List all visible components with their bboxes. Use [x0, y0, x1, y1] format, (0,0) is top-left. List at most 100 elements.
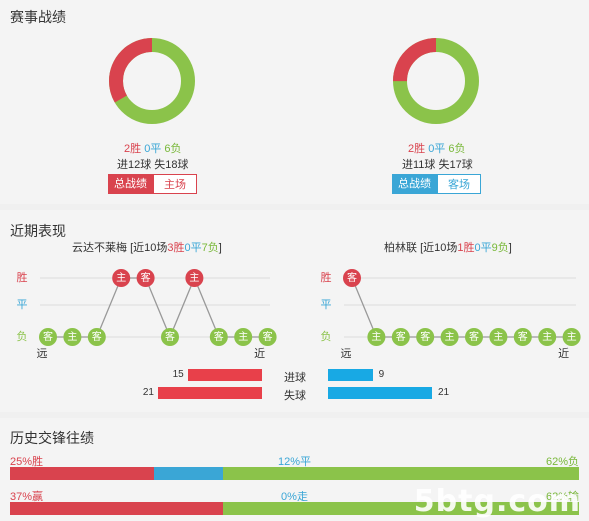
h2h-left-label: 37%赢 [10, 491, 44, 503]
stat-bar-left [187, 369, 262, 381]
legend-loss-label: 负 [17, 329, 28, 343]
venue-label: 客 [92, 330, 102, 343]
form-chart: 胜平负客主客主 客客主客主客远 近胜平负客主客客主客主客主主远近 [17, 269, 581, 360]
summary-losses: 9负 [491, 242, 509, 254]
legend-draw-label: 平 [17, 299, 28, 311]
result-marker [161, 328, 179, 346]
result-marker [416, 328, 435, 346]
summary-pre: [近10场 [130, 242, 168, 254]
h2h-mid-label: 12%平 [277, 456, 312, 468]
venue-label: 主 [445, 331, 455, 343]
venue-label: 主 [116, 272, 126, 284]
form-line [48, 276, 268, 339]
goals-team2: 进11球 失17球 [402, 159, 473, 171]
h2h-right-label: 62%输 [545, 491, 579, 503]
h2h-bar-draw [153, 467, 223, 480]
venue-label: 主 [567, 331, 577, 343]
result-marker [489, 328, 508, 346]
record-panel: 赛事战绩 2胜 0平 6负 进12球 失18球 总战绩 主场 2胜 0平 6负 … [0, 0, 589, 204]
h2h-bar-win [10, 467, 154, 480]
draws: 0平 [428, 143, 446, 155]
total-record-button[interactable]: 总战绩 [108, 174, 153, 194]
wins: 2胜 [408, 143, 426, 155]
section-title: 历史交锋往绩 [10, 430, 94, 446]
h2h-right-label: 62%负 [545, 456, 579, 468]
legend-win-label: 胜 [17, 270, 28, 284]
stat-label: 失球 [284, 390, 306, 402]
result-marker [465, 328, 483, 346]
wdl-line-team2: 2胜 0平 6负 [408, 140, 466, 156]
venue-label: 主 [238, 331, 248, 343]
h2h-bar-win [10, 502, 223, 515]
summary-pre: [近10场 [420, 242, 458, 254]
home-record-button[interactable]: 主场 [153, 174, 197, 194]
summary-losses: 7负 [201, 242, 219, 254]
venue-label: 主 [493, 331, 503, 343]
result-marker [87, 328, 106, 346]
losses: 6负 [164, 143, 182, 155]
h2h-bar-loss [222, 502, 579, 515]
summary-wins: 1胜 [457, 242, 475, 254]
legend-draw-label: 平 [321, 299, 332, 311]
result-marker [391, 328, 410, 346]
stat-bar-left [158, 387, 262, 399]
stat-bar-right [328, 387, 432, 399]
form-line [351, 277, 572, 338]
result-marker [63, 328, 82, 346]
venue-label: 客 [214, 330, 224, 343]
result-marker [185, 269, 204, 287]
donut-win-arc [393, 38, 479, 124]
total-record-button[interactable]: 总战绩 [392, 174, 437, 194]
far-label: 远 [37, 347, 48, 360]
section-title: 赛事战绩 [10, 9, 66, 25]
venue-label: 客 [420, 330, 430, 343]
result-marker [367, 328, 386, 346]
near-label: 近 [254, 347, 265, 360]
away-record-button[interactable]: 客场 [437, 174, 481, 194]
h2h-bar-loss [222, 467, 579, 480]
result-marker [112, 269, 131, 287]
section-title: 近期表现 [10, 223, 66, 239]
venue-label: 主 [371, 331, 381, 343]
venue-label: 客 [396, 330, 406, 343]
stat-label: 进球 [284, 372, 306, 384]
venue-label: 客 [165, 330, 175, 343]
result-marker [209, 328, 228, 346]
result-marker [538, 328, 557, 346]
summary-draws: 0平 [474, 242, 492, 254]
stat-value-left: 21 [142, 387, 154, 398]
team-name: 云达不莱梅 [72, 242, 127, 254]
result-marker [562, 328, 581, 346]
summary-post: ] [508, 242, 512, 254]
legend-win-label: 胜 [321, 270, 332, 284]
venue-label: 主 [542, 331, 552, 343]
result-marker [234, 328, 253, 346]
watermark: 5btg.com [413, 484, 581, 519]
venue-label: 客 [263, 330, 273, 343]
donut-win-arc [109, 38, 195, 124]
h2h-mid-label: 0%走 [281, 491, 308, 503]
result-marker [343, 269, 361, 287]
stat-value-left: 15 [172, 369, 184, 380]
result-marker [440, 328, 459, 346]
venue-label: 主 [67, 331, 77, 343]
head-to-head-panel: 历史交锋往绩 25%胜 12%平 62%负 37%赢 0%走 62%输 5btg.com [0, 418, 589, 521]
stat-bar-right [328, 369, 373, 381]
venue-label: 客 [347, 271, 357, 284]
team-name: 柏林联 [384, 242, 417, 254]
result-marker [39, 328, 57, 346]
donut-chart-team2 [393, 38, 479, 124]
summary-draws: 0平 [184, 242, 202, 254]
venue-label: 客 [518, 330, 528, 343]
wdl-line-team1: 2胜 0平 6负 [124, 140, 182, 156]
summary-wins: 3胜 [167, 242, 185, 254]
near-label: 近 [558, 347, 569, 360]
venue-label: 客 [469, 330, 479, 343]
losses: 6负 [448, 143, 466, 155]
result-marker [136, 269, 155, 287]
venue-label: 客 [141, 271, 151, 284]
stat-value-right: 21 [438, 387, 450, 398]
far-label: 远 [341, 347, 352, 360]
wins: 2胜 [124, 143, 142, 155]
summary-post: ] [218, 242, 222, 254]
